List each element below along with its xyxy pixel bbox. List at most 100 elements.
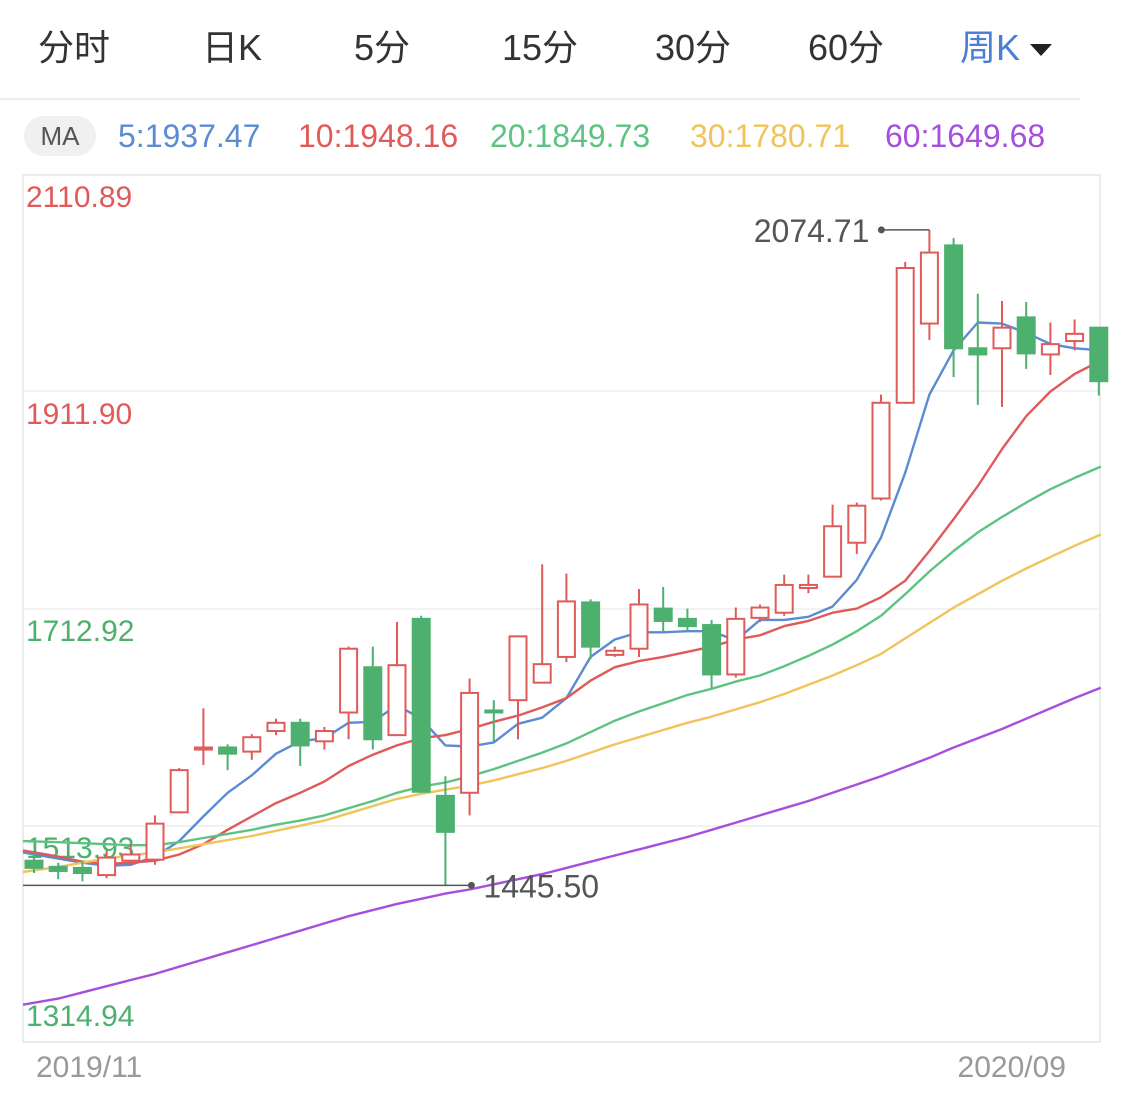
candle-up: [919, 229, 939, 341]
x-start-label: 2019/11: [36, 1051, 142, 1084]
period-tab-bar: 分时 日K 5分 15分 30分 60分 周K: [0, 0, 1080, 100]
candle-down: [677, 608, 697, 633]
max-value-label: 2074.71: [754, 213, 870, 249]
y-tick-label: 1314.94: [26, 1000, 134, 1033]
tab-15min[interactable]: 15分: [502, 27, 579, 68]
candle-body: [1065, 332, 1085, 343]
candle-body: [919, 251, 939, 325]
candlesticks: [24, 229, 1109, 886]
ma5-value: 5:1937.47: [118, 118, 261, 154]
tab-60min[interactable]: 60分: [808, 27, 885, 68]
candle-body: [968, 347, 988, 356]
candle-body: [1040, 343, 1060, 356]
tab-daily-k[interactable]: 日K: [202, 27, 263, 68]
tab-intraday[interactable]: 分时: [38, 27, 111, 68]
candle-body: [653, 607, 673, 622]
candle-up: [266, 718, 286, 736]
candle-up: [97, 850, 117, 879]
ma10-line: [22, 359, 1102, 865]
candle-body: [871, 401, 891, 500]
candle-down: [290, 718, 310, 767]
ma-legend: MA 5:1937.47 10:1948.16 20:1849.73 30:17…: [0, 112, 1125, 160]
candle-down: [1089, 326, 1109, 396]
y-tick-label: 1911.90: [26, 398, 132, 431]
tab-30min[interactable]: 30分: [655, 27, 732, 68]
candle-body: [532, 663, 552, 684]
candle-up: [847, 502, 867, 555]
candle-body: [702, 624, 722, 676]
candle-up: [387, 621, 407, 737]
candle-body: [629, 603, 649, 650]
min-dot: [467, 881, 475, 889]
ma30-value: 30:1780.71: [690, 118, 851, 154]
candle-down: [484, 700, 504, 742]
candle-down: [24, 852, 44, 874]
candle-body: [677, 617, 697, 628]
ma60-line: [22, 686, 1102, 1006]
candle-up: [242, 734, 262, 760]
candle-up: [605, 646, 625, 657]
candle-body: [435, 794, 455, 833]
candle-body: [581, 601, 601, 648]
candle-up: [532, 564, 552, 684]
min-value-label: 1445.50: [483, 868, 599, 904]
candle-up: [629, 589, 649, 657]
candle-up: [556, 573, 576, 663]
ma60-value: 60:1649.68: [885, 118, 1046, 154]
candle-body: [1016, 316, 1036, 355]
candle-body: [339, 647, 359, 714]
candle-body: [726, 617, 746, 676]
chart-annotations: 2074.71 1445.50: [23, 213, 930, 904]
candle-body: [847, 504, 867, 544]
ma30-line: [22, 533, 1102, 874]
candle-body: [24, 859, 44, 869]
candle-up: [460, 678, 480, 816]
candle-up: [169, 768, 189, 814]
candle-body: [411, 617, 431, 793]
candle-body: [266, 721, 286, 733]
candle-up: [726, 607, 746, 678]
candle-up: [193, 708, 213, 765]
candle-up: [145, 815, 165, 865]
candle-up: [1040, 322, 1060, 376]
candle-up: [339, 646, 359, 740]
tab-weekly-k[interactable]: 周K: [960, 26, 1053, 70]
tab-5min[interactable]: 5分: [354, 27, 411, 68]
candle-up: [314, 726, 334, 750]
candle-down: [581, 599, 601, 660]
candle-down: [968, 293, 988, 405]
candle-body: [242, 736, 262, 753]
y-tick-label: 1513.93: [26, 832, 134, 865]
candle-body: [72, 866, 92, 875]
max-dot: [877, 226, 885, 234]
candle-body: [992, 326, 1012, 350]
candle-body: [508, 635, 528, 702]
candle-body: [193, 746, 213, 751]
ma-lines: [22, 321, 1102, 1006]
ma10-value: 10:1948.16: [298, 118, 459, 154]
tab-weekly-k-label: 周K: [960, 27, 1021, 68]
candle-down: [411, 615, 431, 793]
candle-body: [484, 709, 504, 714]
candle-body: [121, 853, 141, 862]
candle-down: [944, 238, 964, 378]
dropdown-caret-icon: [1030, 44, 1053, 57]
y-tick-label: 2110.89: [26, 181, 132, 214]
candle-body: [387, 664, 407, 737]
candle-body: [1089, 326, 1109, 383]
candle-down: [48, 862, 68, 880]
candle-up: [750, 604, 770, 622]
candle-up: [871, 394, 891, 501]
ma-badge[interactable]: MA: [24, 116, 96, 156]
candle-body: [556, 600, 576, 658]
candle-body: [363, 666, 383, 741]
candle-down: [72, 860, 92, 882]
candle-body: [895, 267, 915, 404]
candle-body: [774, 583, 794, 614]
candle-up: [774, 574, 794, 616]
candle-body: [798, 583, 818, 590]
candle-up: [508, 635, 528, 740]
x-end-label: 2020/09: [958, 1051, 1066, 1084]
candle-body: [48, 865, 68, 872]
